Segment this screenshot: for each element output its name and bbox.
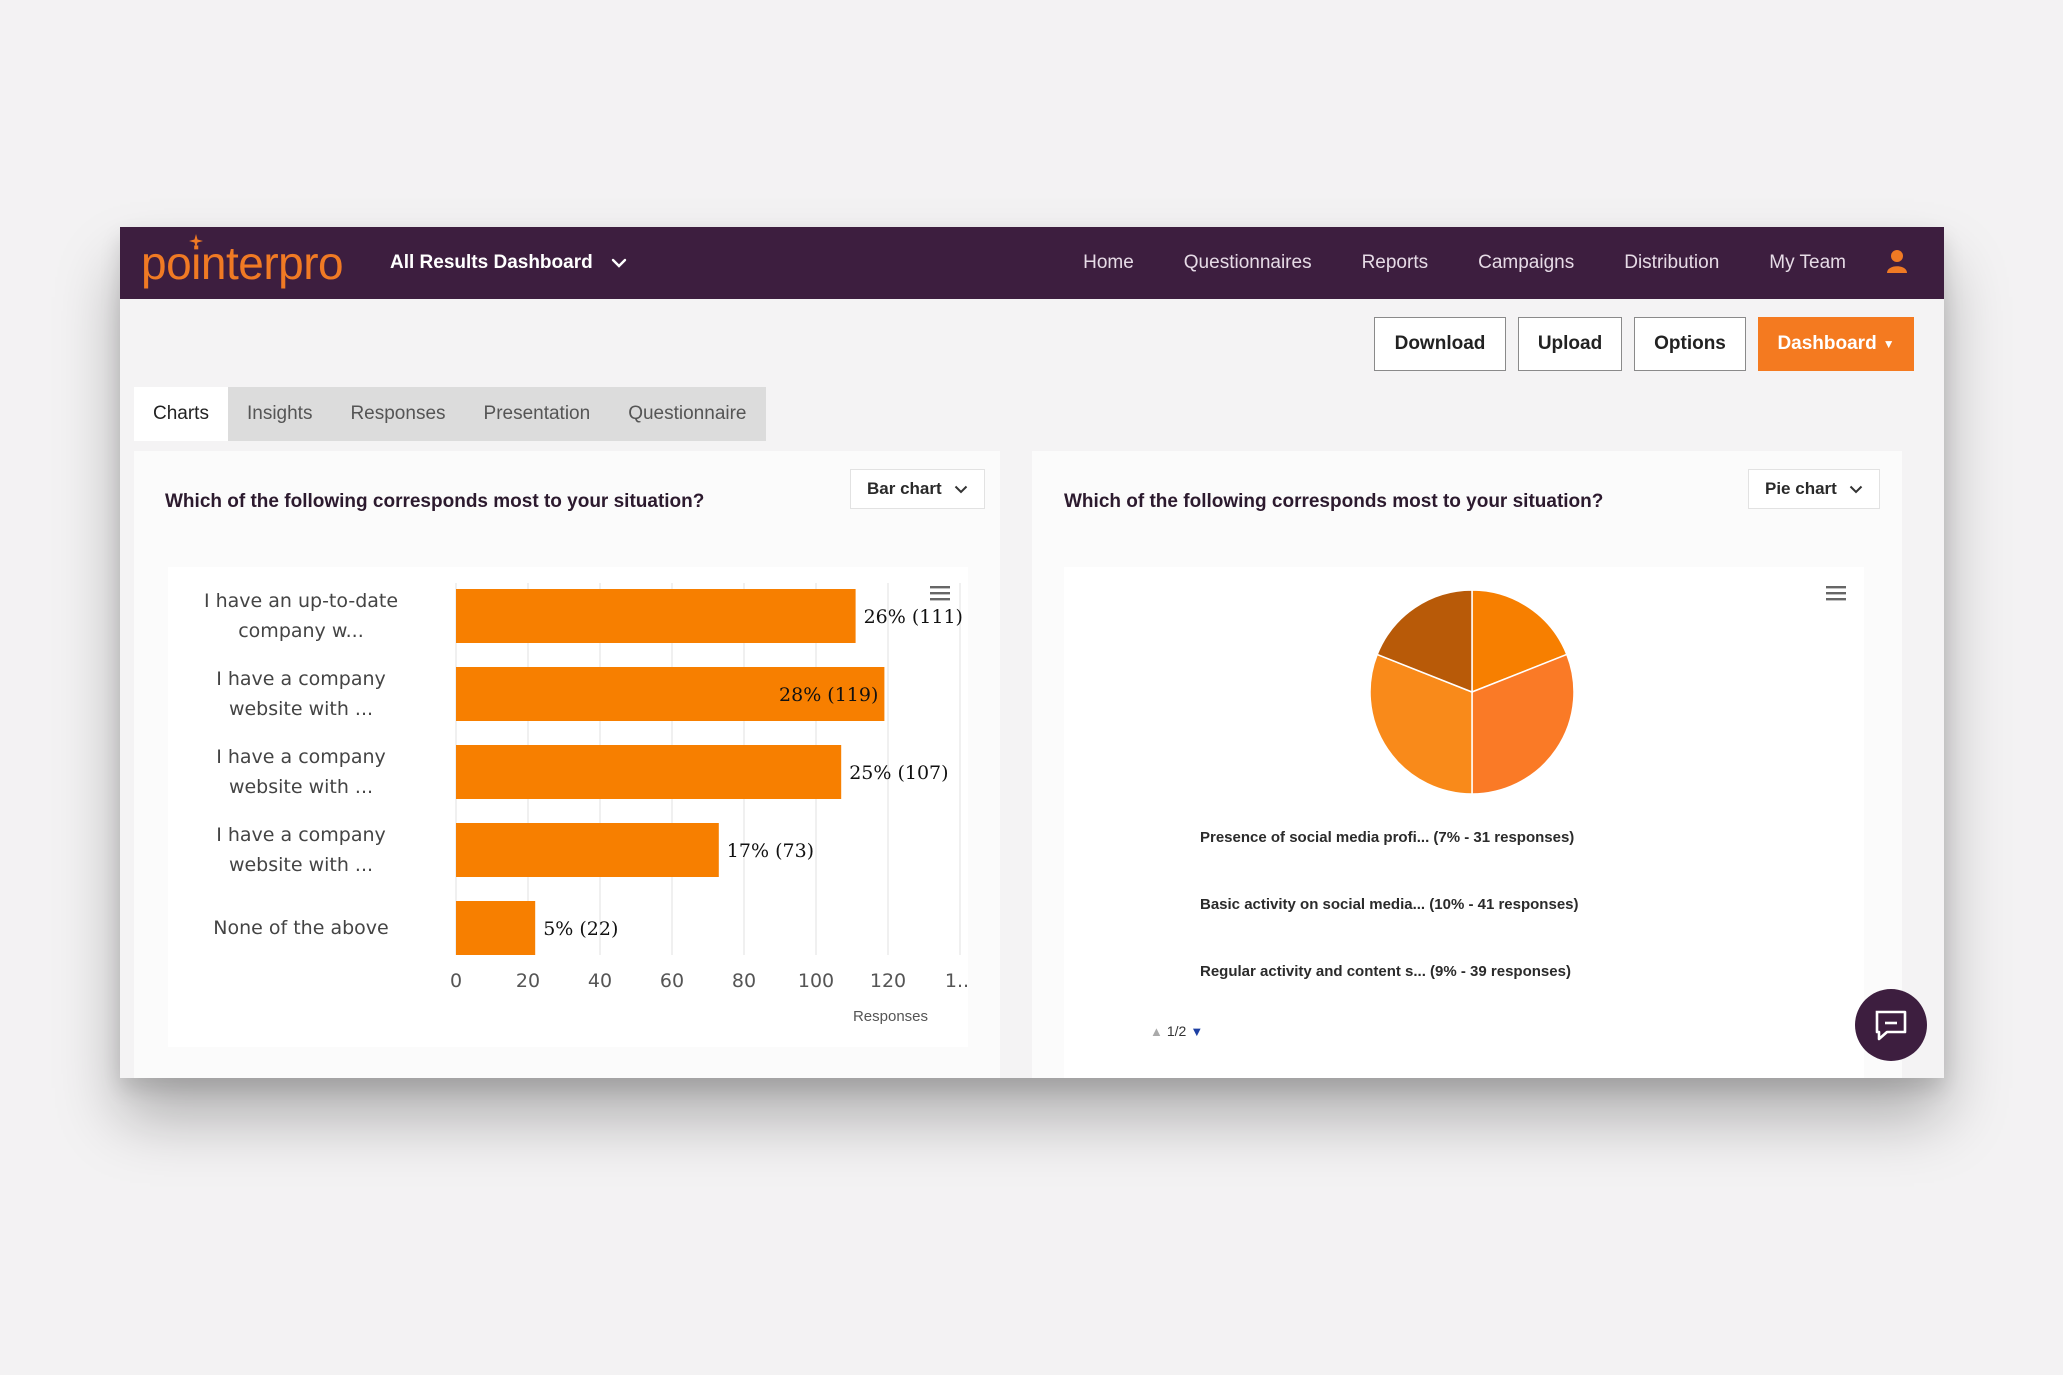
x-tick-label: 0	[450, 970, 462, 992]
bar-category-label: I have a company website with ...	[216, 668, 386, 720]
x-tick-label: 20	[516, 970, 540, 992]
bar-data-label: 25% (107)	[849, 762, 948, 784]
bar-data-label: 28% (119)	[779, 684, 878, 706]
tab-questionnaire[interactable]: Questionnaire	[628, 403, 747, 424]
bar-chart-svg: 0 20 40 60 80 100 120 1... Responses 26% (111) 28%…	[450, 583, 968, 1025]
chevron-down-icon	[954, 485, 967, 493]
pointerpro-logo[interactable]: pointerpro	[141, 233, 344, 293]
chart-type-label: Bar chart	[867, 479, 942, 498]
dashboard-button[interactable]: Dashboard ▼	[1758, 317, 1914, 371]
dashboard-button-label: Dashboard	[1777, 333, 1877, 354]
bar-data-label: 26% (111)	[864, 606, 963, 628]
x-tick-label: 100	[798, 970, 834, 992]
chart-type-select[interactable]: Bar chart	[850, 469, 985, 509]
pie-chart-area: Presence of social media profi... (7% - …	[1064, 567, 1864, 1078]
bar[interactable]	[456, 745, 842, 799]
legend-item[interactable]: Presence of social media profi... (7% - …	[1200, 829, 1575, 846]
x-tick-label: 60	[660, 970, 684, 992]
tab-presentation[interactable]: Presentation	[483, 403, 591, 424]
tab-bar: Charts Insights Responses Presentation Q…	[134, 387, 766, 441]
chat-button[interactable]	[1855, 989, 1927, 1061]
caret-down-icon: ▼	[1882, 337, 1895, 351]
chart-menu-icon[interactable]	[930, 585, 950, 601]
nav-distribution[interactable]: Distribution	[1624, 252, 1720, 273]
question-title: Which of the following corresponds most …	[1064, 491, 1604, 512]
pie-slice[interactable]	[1471, 653, 1575, 795]
bar-category-label: I have an up-to-date company w...	[203, 590, 399, 642]
bar-category-label: None of the above	[213, 917, 389, 939]
x-tick-label: 120	[870, 970, 906, 992]
main-nav: Home Questionnaires Reports Campaigns Di…	[1033, 227, 1846, 299]
x-tick-label: 1...	[945, 970, 968, 992]
pie-slice[interactable]	[1369, 653, 1473, 795]
pie-slice[interactable]	[1376, 589, 1473, 694]
bar[interactable]	[456, 823, 719, 877]
legend-pager: ▲ 1/2 ▼	[1150, 1023, 1203, 1039]
x-tick-label: 80	[732, 970, 756, 992]
pie-chart-card: Which of the following corresponds most …	[1032, 451, 1902, 1078]
bar-data-label: 17% (73)	[727, 840, 814, 862]
bar-data-label: 5% (22)	[543, 918, 618, 940]
dashboard-selector-label: All Results Dashboard	[390, 252, 593, 273]
pie-slice[interactable]	[1471, 589, 1568, 694]
bar[interactable]	[456, 589, 856, 643]
tab-charts[interactable]: Charts	[134, 387, 228, 441]
bar[interactable]	[456, 667, 885, 721]
chart-menu-icon[interactable]	[1826, 585, 1846, 601]
chat-icon	[1875, 1010, 1907, 1041]
pager-up-icon[interactable]: ▲	[1150, 1023, 1163, 1039]
nav-my-team[interactable]: My Team	[1769, 252, 1846, 273]
upload-button[interactable]: Upload	[1518, 317, 1622, 371]
nav-reports[interactable]: Reports	[1361, 252, 1429, 273]
nav-home[interactable]: Home	[1083, 252, 1134, 273]
chevron-down-icon	[611, 258, 626, 268]
nav-campaigns[interactable]: Campaigns	[1478, 252, 1575, 273]
bar[interactable]	[456, 901, 536, 955]
legend-item[interactable]: Basic activity on social media... (10% -…	[1200, 896, 1579, 913]
chart-type-label: Pie chart	[1765, 479, 1837, 498]
options-button[interactable]: Options	[1634, 317, 1746, 371]
tab-responses[interactable]: Responses	[350, 403, 446, 424]
tab-insights[interactable]: Insights	[246, 403, 313, 424]
download-button[interactable]: Download	[1374, 317, 1506, 371]
pie-chart-svg	[1369, 589, 1575, 795]
pager-count: 1/2	[1166, 1023, 1187, 1039]
pager-down-icon[interactable]: ▼	[1190, 1023, 1204, 1039]
top-navbar: pointerpro All Results Dashboard Home Qu…	[120, 227, 1944, 299]
x-tick-label: 40	[588, 970, 612, 992]
nav-questionnaires[interactable]: Questionnaires	[1183, 252, 1312, 273]
dashboard-selector[interactable]: All Results Dashboard	[390, 227, 627, 299]
bar-category-label: I have a company website with ...	[216, 824, 386, 876]
user-icon[interactable]	[1887, 249, 1907, 273]
chevron-down-icon	[1849, 485, 1863, 493]
legend-item[interactable]: Regular activity and content s... (9% - …	[1200, 963, 1571, 980]
x-axis-title: Responses	[853, 1008, 928, 1025]
chart-type-select[interactable]: Pie chart	[1748, 469, 1880, 509]
bar-category-label: I have a company website with ...	[216, 746, 386, 798]
logo-spark-icon	[189, 234, 203, 248]
question-title: Which of the following corresponds most …	[165, 491, 705, 512]
bar-chart-area: I have an up-to-date company w... I have …	[168, 567, 968, 1047]
app-window: pointerpro All Results Dashboard Home Qu…	[120, 227, 1944, 1078]
action-bar: Download Upload Options Dashboard ▼	[1362, 317, 1914, 371]
bar-chart-card: Which of the following corresponds most …	[134, 451, 1000, 1078]
